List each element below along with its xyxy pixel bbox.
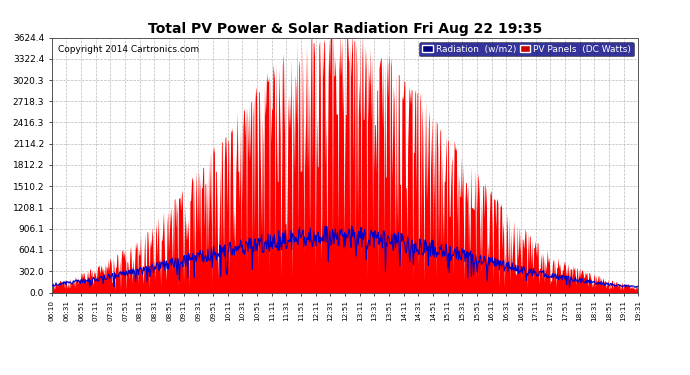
Legend: Radiation  (w/m2), PV Panels  (DC Watts): Radiation (w/m2), PV Panels (DC Watts) (420, 42, 633, 56)
Text: Copyright 2014 Cartronics.com: Copyright 2014 Cartronics.com (58, 45, 199, 54)
Title: Total PV Power & Solar Radiation Fri Aug 22 19:35: Total PV Power & Solar Radiation Fri Aug… (148, 22, 542, 36)
